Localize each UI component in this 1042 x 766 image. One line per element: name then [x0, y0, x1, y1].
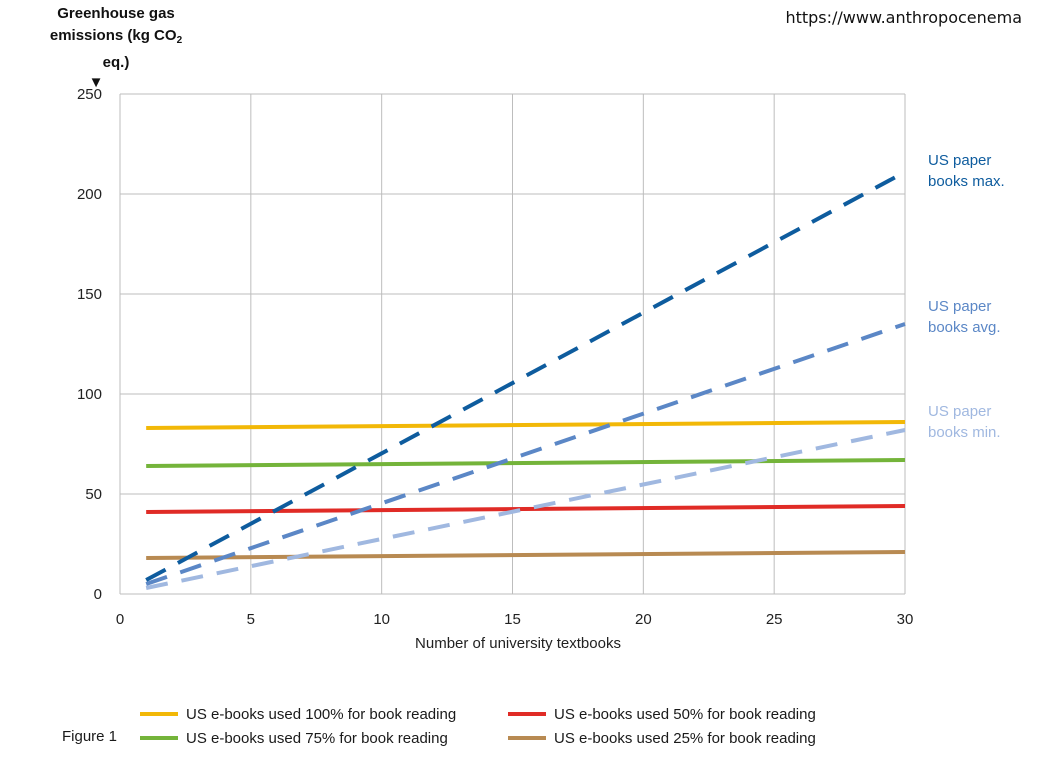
legend-label: US e-books used 100% for book reading: [186, 705, 457, 723]
legend-item: US e-books used 100% for book reading: [140, 703, 456, 725]
grid: [119, 93, 906, 595]
y-axis-title: Greenhouse gas emissions (kg CO2 eq.) ▼: [36, 3, 196, 94]
legend-label: US e-books used 75% for book reading: [186, 729, 448, 747]
x-axis-title: Number of university textbooks: [415, 635, 621, 652]
chart: 0 50 100 150 200 250 0 5 10 15 20 25 30 Number of un…: [77, 86, 913, 652]
y-tick-label: 50: [85, 486, 102, 503]
legend-item: US e-books used 50% for book reading: [508, 703, 816, 725]
series-line: [145, 170, 906, 582]
legend-swatch: [508, 712, 546, 716]
legend: US e-books used 100% for book reading US…: [0, 700, 1042, 760]
x-tick-label: 15: [504, 611, 521, 628]
label-paper-max: US paper books max.: [928, 152, 1005, 190]
series-line: [146, 550, 906, 560]
legend-item: US e-books used 25% for book reading: [508, 727, 816, 749]
label-paper-avg: US paper books avg.: [928, 298, 1001, 336]
x-tick-label: 30: [897, 611, 914, 628]
series-line: [145, 322, 906, 586]
series-line: [145, 428, 906, 590]
legend-item: US e-books used 75% for book reading: [140, 727, 448, 749]
series-lines: [145, 170, 906, 590]
x-tick-label: 0: [116, 611, 124, 628]
y-tick-label: 100: [77, 386, 102, 403]
x-tick-label: 5: [247, 611, 255, 628]
legend-swatch: [508, 736, 546, 740]
series-line: [146, 420, 906, 430]
y-tick-label: 150: [77, 286, 102, 303]
x-tick-label: 10: [373, 611, 390, 628]
y-axis-title-line2: emissions (kg CO2 eq.): [49, 27, 183, 71]
y-axis-title-line1: Greenhouse gas: [57, 5, 175, 22]
legend-swatch: [140, 712, 178, 716]
figure-label: Figure 1: [62, 728, 118, 745]
legend-swatch: [140, 736, 178, 740]
series-line: [146, 504, 906, 514]
x-tick-label: 25: [766, 611, 783, 628]
tick-labels: 0 50 100 150 200 250 0 5 10 15 20 25 30: [77, 86, 913, 628]
legend-label: US e-books used 25% for book reading: [554, 729, 816, 747]
y-tick-label: 250: [77, 86, 102, 103]
label-paper-min: US paper books min.: [928, 403, 1001, 441]
y-tick-label: 200: [77, 186, 102, 203]
down-arrow-icon: ▼: [88, 74, 104, 91]
x-tick-label: 20: [635, 611, 652, 628]
series-line: [146, 458, 906, 468]
legend-label: US e-books used 50% for book reading: [554, 705, 816, 723]
y-tick-label: 0: [94, 586, 102, 603]
source-url: https://www.anthropocenema: [785, 8, 1022, 27]
